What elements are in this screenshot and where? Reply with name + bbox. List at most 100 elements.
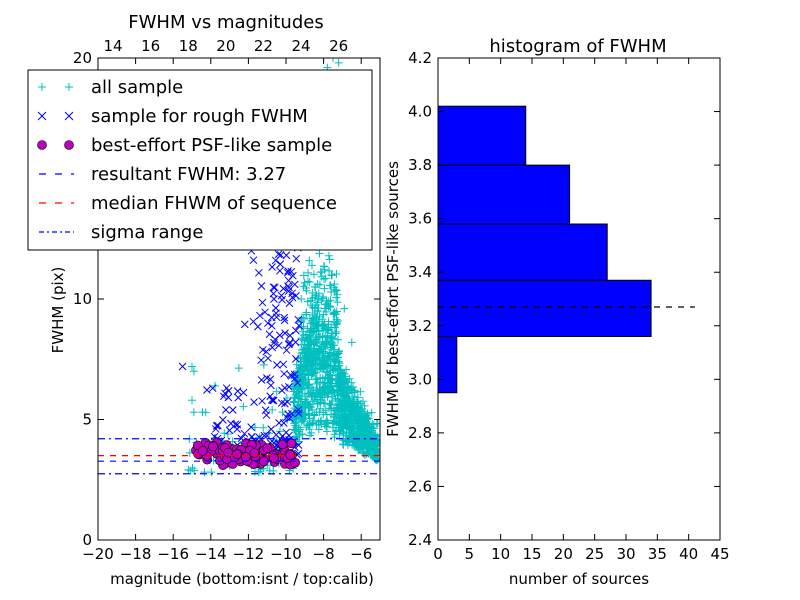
data-point-rough-sample [256, 311, 264, 320]
data-point-rough-sample [278, 386, 286, 395]
data-point-all-sample [311, 375, 320, 384]
top-axis-ticks: 14 16 18 20 22 24 26 [103, 37, 348, 55]
legend-label: median FHWM of sequence [91, 193, 337, 214]
top-x-tick-label: 24 [291, 37, 310, 55]
data-point-all-sample [188, 362, 196, 371]
data-point-rough-sample [285, 431, 293, 440]
data-point-rough-sample [240, 429, 249, 438]
data-point-all-sample [300, 354, 309, 363]
data-point-all-sample [314, 425, 323, 434]
data-point-rough-sample [275, 419, 283, 427]
data-point-all-sample [308, 294, 317, 303]
plot-frame [437, 57, 721, 541]
data-point-all-sample [259, 423, 268, 432]
data-point-rough-sample [284, 276, 293, 285]
y-tick-label: 3.4 [408, 263, 432, 281]
data-point-all-sample [305, 380, 314, 389]
data-point-all-sample [359, 441, 368, 450]
top-x-tick-label: 18 [179, 37, 198, 55]
data-point-all-sample [309, 359, 318, 368]
legend-item: best-effort PSF-like sample [37, 135, 332, 156]
x-tick-label: 15 [522, 545, 541, 563]
data-point-all-sample [189, 367, 198, 376]
data-point-all-sample [350, 388, 359, 397]
legend: all sample sample for rough FWHM best-effo… [27, 69, 373, 251]
data-point-all-sample [343, 420, 352, 429]
y-tick-label: 2.6 [408, 477, 432, 495]
data-point-rough-sample [225, 426, 234, 435]
data-point-all-sample [291, 421, 300, 430]
data-point-all-sample [347, 338, 356, 347]
data-point-rough-sample [292, 291, 300, 300]
x-axis-label: magnitude (bottom:isnt / top:calib) [110, 570, 374, 588]
data-point-rough-sample [254, 268, 263, 277]
histogram-bar [437, 223, 608, 281]
data-point-all-sample [315, 249, 324, 258]
histogram-bar [437, 279, 652, 337]
data-point-all-sample [354, 443, 363, 452]
data-point-all-sample [339, 380, 348, 389]
data-point-all-sample [314, 295, 323, 304]
data-point-all-sample [336, 399, 345, 408]
data-point-rough-sample [275, 341, 283, 350]
data-point-all-sample [353, 397, 362, 406]
data-point-all-sample [339, 436, 348, 445]
data-point-all-sample [304, 421, 313, 430]
data-point-rough-sample [262, 411, 271, 419]
data-point-all-sample [324, 374, 333, 383]
data-point-all-sample [333, 298, 342, 307]
data-point-all-sample [331, 406, 340, 415]
legend-marker [37, 111, 47, 121]
data-point-all-sample [188, 396, 196, 405]
data-point-all-sample [356, 387, 365, 396]
data-point-all-sample [303, 277, 312, 286]
data-point-rough-sample [203, 386, 211, 394]
data-point-rough-sample [278, 295, 286, 304]
data-point-psf-sample [232, 449, 242, 459]
data-point-all-sample [268, 405, 277, 414]
x-tick-label: −6 [350, 545, 372, 563]
data-point-all-sample [355, 423, 364, 432]
data-point-rough-sample [214, 421, 222, 430]
data-point-rough-sample [283, 268, 292, 277]
data-point-all-sample [309, 270, 318, 279]
data-point-all-sample [368, 450, 377, 459]
data-point-psf-sample [208, 441, 218, 452]
data-point-rough-sample [269, 396, 277, 405]
data-point-all-sample [305, 389, 314, 398]
data-point-rough-sample [221, 406, 230, 414]
data-point-all-sample [311, 283, 320, 292]
data-point-all-sample [367, 436, 376, 445]
data-point-rough-sample [261, 308, 269, 317]
data-point-rough-sample [292, 254, 301, 263]
data-point-all-sample [301, 411, 310, 420]
data-point-rough-sample [219, 416, 227, 424]
data-point-all-sample [297, 365, 306, 374]
data-point-all-sample [300, 278, 309, 287]
legend-marker [64, 140, 74, 150]
data-point-all-sample [327, 332, 336, 341]
data-point-rough-sample [279, 360, 288, 369]
legend-box [27, 69, 373, 251]
x-tick-label: 25 [585, 545, 604, 563]
data-point-all-sample [336, 417, 345, 426]
y-tick-label: 4.2 [408, 49, 432, 67]
data-point-all-sample [278, 408, 287, 417]
data-point-rough-sample [267, 313, 276, 322]
data-point-rough-sample [258, 298, 267, 307]
data-point-rough-sample [282, 413, 291, 422]
data-point-all-sample [323, 331, 332, 340]
data-point-all-sample [362, 411, 371, 420]
data-point-rough-sample [284, 267, 292, 275]
data-point-all-sample [320, 382, 329, 391]
data-point-psf-sample [240, 452, 251, 462]
data-point-all-sample [330, 362, 339, 371]
y-tick-label: 10 [73, 290, 92, 308]
data-point-all-sample [318, 356, 327, 365]
data-point-rough-sample [233, 387, 242, 395]
legend-item: sigma range [39, 222, 203, 243]
data-point-all-sample [308, 405, 317, 414]
data-point-all-sample [323, 418, 332, 427]
data-point-rough-sample [294, 405, 303, 414]
data-point-all-sample [307, 261, 316, 270]
